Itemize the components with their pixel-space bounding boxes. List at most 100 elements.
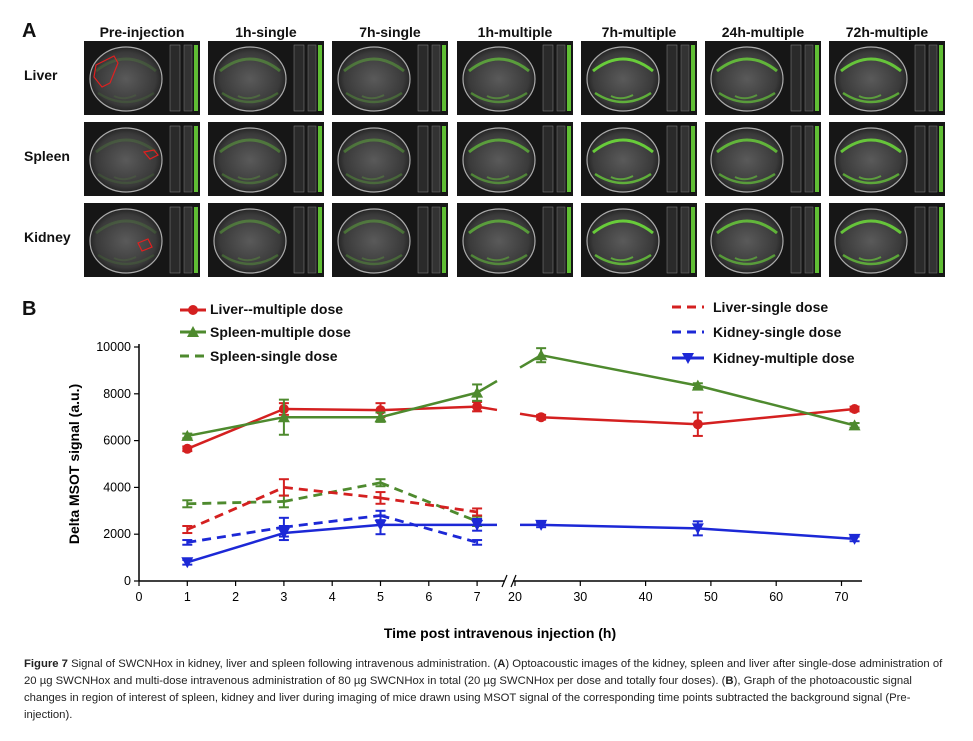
series-liver-single-segment (380, 496, 478, 514)
y-tick-label: 4000 (103, 480, 131, 494)
caption-text-3: ), Graph of the photoacoustic signal cha… (24, 675, 912, 721)
series-kidney-multiple-segment (697, 527, 855, 541)
optoacoustic-image (705, 41, 821, 115)
x-tick-label: 40 (639, 590, 653, 604)
column-header: 7h-multiple (601, 24, 677, 40)
y-tick-label: 8000 (103, 387, 131, 401)
optoacoustic-image (208, 203, 324, 277)
series-kidney-multiple-segment (541, 523, 698, 530)
series-spleen-multiple-segment (187, 415, 285, 438)
optoacoustic-image (581, 203, 697, 277)
optoacoustic-image (332, 122, 448, 196)
data-point (535, 519, 548, 531)
series-kidney-multiple-segment (283, 523, 381, 535)
data-point (471, 519, 484, 531)
legend-liver-single: Liver-single dose (713, 299, 829, 315)
legend-marker (188, 305, 198, 315)
data-point (277, 411, 290, 423)
optoacoustic-image (829, 41, 945, 115)
optoacoustic-image (332, 41, 448, 115)
legend-kidney-single: Kidney-single dose (713, 324, 842, 340)
data-point (848, 419, 861, 431)
y-axis-label: Delta MSOT signal (a.u.) (66, 384, 82, 544)
legend-marker (187, 326, 199, 337)
optoacoustic-image (829, 122, 945, 196)
data-point (691, 379, 704, 391)
caption-b: B (725, 675, 734, 687)
column-header: 1h-single (235, 24, 297, 40)
legend-spleen-single: Spleen-single dose (210, 348, 338, 364)
series-liver-single-segment (186, 486, 285, 531)
optoacoustic-image (457, 122, 573, 196)
x-tick-label: 6 (425, 590, 432, 604)
series-liver-multiple-segment (186, 407, 285, 450)
data-point (536, 412, 547, 423)
data-point (849, 404, 860, 415)
legend-liver-multiple: Liver--multiple dose (210, 301, 344, 317)
caption-text-2: ) Optoacoustic images of the kidney, spl… (24, 658, 943, 687)
series-liver-single-segment (283, 486, 381, 500)
optoacoustic-image (457, 203, 573, 277)
optoacoustic-image (457, 41, 573, 115)
optoacoustic-image (829, 203, 945, 277)
x-axis-label: Time post intravenous injection (h) (384, 625, 616, 641)
y-tick-label: 0 (124, 574, 131, 588)
data-point (472, 401, 483, 412)
x-tick-label: 7 (474, 590, 481, 604)
x-tick-label: 3 (280, 590, 287, 604)
optoacoustic-image (208, 122, 324, 196)
row-header: Liver (24, 67, 58, 83)
x-tick-label: 70 (835, 590, 849, 604)
msot-line-chart: 0 2000 4000 6000 8000 10000 0 1 2 3 4 5 6 7 20 30 40 50 60… (66, 305, 862, 641)
series-liver-multiple-segment (697, 407, 855, 426)
data-point (691, 523, 704, 535)
series-liver-multiple-segment (380, 405, 478, 412)
row-header: Kidney (24, 229, 71, 245)
axis-break-mark (501, 574, 508, 588)
data-point (277, 528, 290, 540)
y-tick-label: 10000 (96, 340, 131, 354)
y-tick-label: 6000 (103, 434, 131, 448)
caption-label: Figure 7 (24, 658, 68, 670)
data-point (471, 386, 484, 398)
series-liver-multiple-segment (541, 415, 698, 426)
panel-b-label: B (22, 298, 37, 320)
column-header: Pre-injection (99, 24, 185, 40)
data-point (181, 557, 194, 569)
optoacoustic-image (705, 122, 821, 196)
data-point (374, 411, 387, 423)
legend-marker (682, 353, 694, 364)
series-spleen-multiple-segment (380, 391, 478, 419)
figure-caption: Figure 7 Signal of SWCNHox in kidney, li… (24, 656, 954, 724)
series-kidney-single-segment (283, 514, 381, 529)
column-header: 72h-multiple (845, 24, 929, 40)
optoacoustic-image (84, 203, 200, 277)
series-spleen-single-segment (187, 500, 284, 506)
column-header: 1h-multiple (477, 24, 553, 40)
column-header: 7h-single (359, 24, 421, 40)
optoacoustic-image (84, 41, 200, 115)
x-tick-label: 0 (136, 590, 143, 604)
column-header: 24h-multiple (721, 24, 805, 40)
x-tick-label: 5 (377, 590, 384, 604)
x-tick-label: 2 (232, 590, 239, 604)
x-tick-label: 30 (573, 590, 587, 604)
series-liver-multiple-segment (283, 407, 381, 412)
row-header: Spleen (24, 148, 70, 164)
optoacoustic-image (581, 122, 697, 196)
optoacoustic-image (84, 122, 200, 196)
data-point (181, 429, 194, 441)
x-tick-label: 60 (769, 590, 783, 604)
optoacoustic-image (332, 203, 448, 277)
data-point (374, 519, 387, 531)
series-kidney-multiple-segment (186, 531, 285, 564)
legend-kidney-multiple: Kidney-multiple dose (713, 350, 855, 366)
data-point (535, 349, 548, 361)
optoacoustic-image (208, 41, 324, 115)
x-tick-label: 20 (508, 590, 522, 604)
y-tick-label: 2000 (103, 527, 131, 541)
series-spleen-multiple-segment (540, 353, 699, 387)
series-spleen-multiple-segment (697, 384, 855, 427)
x-tick-label: 50 (704, 590, 718, 604)
data-point (182, 443, 193, 454)
